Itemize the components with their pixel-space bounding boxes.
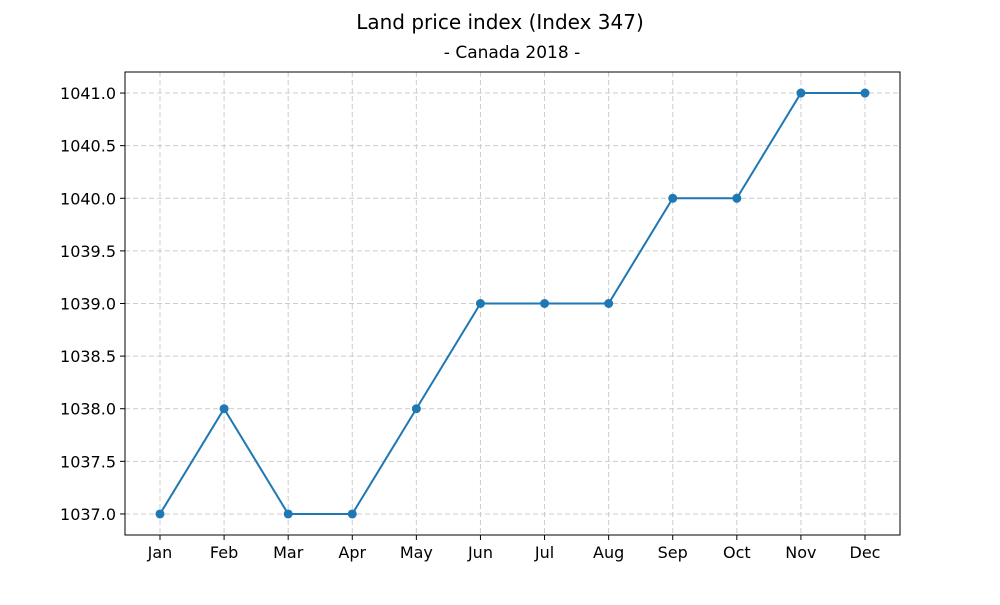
y-tick-label: 1037.5 [60,452,116,471]
x-tick-label: Mar [273,543,304,562]
data-point [860,88,870,98]
axis-layer: Jan Feb Mar Apr May Jun Jul Aug Sep Oct Nov Dec 1037… [60,71,901,562]
y-tick-label: 1038.0 [60,400,116,419]
chart-subtitle: - Canada 2018 - [444,43,580,63]
x-tick-label: Sep [658,543,688,562]
y-tick-label: 1038.5 [60,347,116,366]
data-point [604,299,614,308]
y-tick-label: 1040.5 [60,137,116,156]
data-point [540,299,550,308]
data-point [475,299,485,308]
grid-layer [125,72,900,535]
y-tick-label: 1041.0 [60,84,116,103]
y-tick-label: 1040.0 [60,189,116,208]
data-point [155,509,165,519]
chart-title: Land price index (Index 347) [356,10,644,34]
x-tick-label: Feb [210,543,238,562]
data-point [732,193,742,203]
x-tick-label: Apr [338,543,366,562]
plot-frame [124,71,901,536]
data-point [219,404,229,414]
x-tick-label: Jul [534,543,554,562]
x-tick-label: Nov [785,543,816,562]
data-point [668,193,678,203]
series-layer [155,88,870,519]
data-point [411,404,421,414]
x-tick-label: Aug [593,543,624,562]
data-point [283,509,293,519]
y-tick-label: 1039.0 [60,295,116,314]
data-point [347,509,357,519]
data-point [796,88,806,98]
x-tick-label: Oct [723,543,751,562]
x-tick-label: Jun [467,543,493,562]
x-tick-label: Jan [147,543,173,562]
x-tick-label: Dec [850,543,881,562]
y-tick-label: 1037.0 [60,505,116,524]
x-tick-label: May [400,543,433,562]
series-line [159,92,865,515]
y-tick-label: 1039.5 [60,242,116,261]
